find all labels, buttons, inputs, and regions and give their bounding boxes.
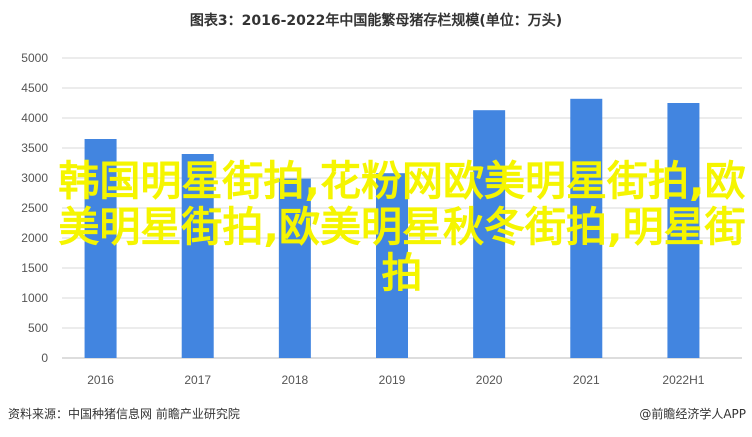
- x-tick-label: 2016: [87, 373, 114, 387]
- credit-note: @前瞻经济学人APP: [639, 407, 746, 421]
- bar-2020: [473, 110, 506, 358]
- x-tick-label: 2017: [184, 373, 211, 387]
- source-note: 资料来源：中国种猪信息网 前瞻产业研究院: [8, 407, 240, 421]
- chart-title: 图表3：2016-2022年中国能繁母猪存栏规模(单位：万头): [189, 13, 563, 29]
- y-tick-label: 4000: [21, 111, 48, 125]
- y-tick-label: 2500: [21, 201, 48, 215]
- bar-2022H1: [667, 103, 700, 358]
- y-tick-label: 4500: [21, 81, 48, 95]
- bar-2016: [84, 139, 117, 358]
- y-tick-label: 1500: [21, 261, 48, 275]
- x-tick-label: 2019: [379, 373, 406, 387]
- overlay-text: 韩国明星街拍,花粉网欧美明星街拍,欧美明星街拍,欧美明星秋冬街拍,明星街拍: [58, 157, 746, 297]
- y-tick-label: 2000: [21, 231, 48, 245]
- bar-2017: [181, 154, 214, 358]
- bar-2021: [570, 98, 603, 359]
- x-tick-label: 2020: [476, 373, 503, 387]
- x-tick-label: 2021: [573, 373, 600, 387]
- y-tick-label: 1000: [21, 291, 48, 305]
- y-tick-label: 0: [41, 351, 48, 365]
- x-tick-label: 2018: [282, 373, 309, 387]
- y-tick-label: 3000: [21, 171, 48, 185]
- y-tick-label: 5000: [21, 51, 48, 65]
- bar-2018: [278, 178, 311, 358]
- x-tick-label: 2022H1: [662, 373, 704, 387]
- y-tick-label: 500: [28, 321, 48, 335]
- y-tick-label: 3500: [21, 141, 48, 155]
- bar-2019: [376, 173, 408, 358]
